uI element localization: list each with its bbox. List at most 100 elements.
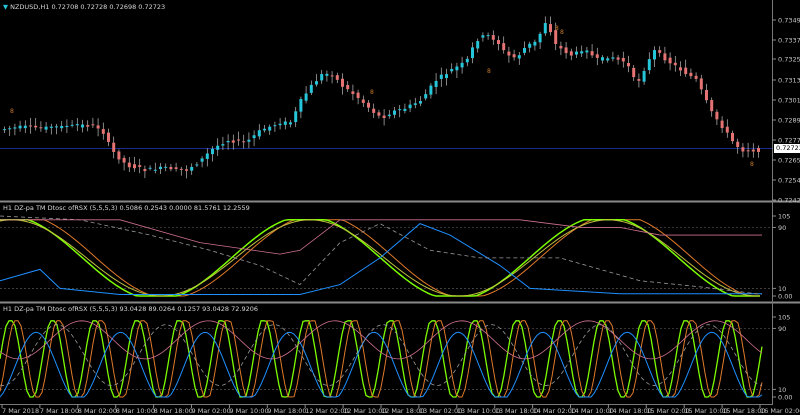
candle-body	[710, 100, 714, 112]
time-tick-label: 13 Mar 02:00	[419, 407, 462, 415]
candle-body	[185, 169, 188, 171]
time-tick-label: 12 Mar 02:00	[305, 407, 348, 415]
indicator-1-label: H1 DZ-pa TM Dtosc ofRSX (5,5,5,3) 0.5086…	[3, 204, 250, 212]
candle-body	[55, 126, 58, 128]
candle-body	[601, 57, 604, 61]
candle-body	[117, 151, 121, 160]
candle-body	[486, 35, 490, 37]
candle-body	[663, 53, 667, 61]
candle-body	[70, 124, 74, 126]
candle-body	[356, 92, 360, 99]
candle-body	[408, 104, 412, 109]
candle-body	[523, 47, 526, 53]
candle-body	[517, 55, 521, 59]
candle-body	[398, 109, 402, 111]
candle-body	[169, 167, 173, 170]
candle-body	[13, 127, 17, 129]
time-tick-label: 9 Mar 02:00	[192, 407, 231, 415]
time-tick-label: 8 Mar 02:00	[78, 407, 117, 415]
time-tick-label: 13 Mar 18:00	[495, 407, 538, 415]
time-axis: 7 Mar 2018 7 Mar 18:008 Mar 02:008 Mar 10…	[1, 404, 800, 415]
candle-body	[429, 85, 433, 95]
candle-body	[289, 122, 292, 125]
candle-body	[148, 167, 152, 169]
time-tick-label: 13 Mar 10:00	[457, 407, 500, 415]
candle-body	[367, 102, 370, 108]
candle-body	[372, 108, 376, 113]
candle-body	[294, 111, 298, 123]
oscillator-blue-line	[0, 331, 763, 398]
candle-body	[673, 62, 677, 66]
indicator-2-panel[interactable]: 105 90 100.00	[0, 314, 792, 402]
candle-body	[580, 51, 584, 54]
candle-body	[221, 144, 225, 146]
candle-body	[91, 124, 95, 126]
candle-body	[96, 125, 100, 129]
candle-body	[445, 74, 448, 79]
candle-body	[190, 166, 194, 171]
candle-body	[49, 126, 53, 128]
level-label: 10	[778, 386, 786, 394]
candle-body	[419, 101, 422, 104]
candle-body	[757, 148, 760, 152]
oscillator-pink-line	[0, 320, 763, 360]
candle-body	[325, 73, 329, 76]
candle-body	[299, 98, 303, 112]
time-tick-label: 7 Mar 18:00	[40, 407, 79, 415]
candle-body	[39, 127, 43, 129]
candle-body	[668, 57, 672, 64]
candle-body	[133, 164, 136, 169]
level-label: 105	[778, 213, 790, 221]
candle-body	[705, 90, 708, 101]
candle-body	[101, 129, 105, 134]
candle-body	[268, 126, 272, 131]
fractal-marker: 8	[10, 108, 14, 115]
candle-body	[138, 165, 142, 167]
candle-body	[257, 130, 261, 137]
candle-body	[143, 168, 147, 172]
level-label: 105	[778, 314, 790, 322]
time-tick-label: 14 Mar 18:00	[608, 407, 651, 415]
candle-body	[471, 47, 474, 59]
chart-symbol-header: ▼ NZDUSD,H1 0.72708 0.72728 0.72698 0.72…	[3, 3, 165, 11]
time-tick-label: 15 Mar 10:00	[684, 407, 727, 415]
candle-body	[538, 33, 542, 43]
candle-body	[637, 79, 641, 81]
candle-body	[736, 141, 740, 148]
candle-body	[174, 167, 178, 169]
candle-body	[403, 108, 407, 112]
current-price-label: 0.72723	[774, 144, 800, 153]
candle-body	[283, 121, 287, 125]
candle-body	[455, 66, 459, 71]
candle-body	[642, 70, 646, 82]
candle-body	[434, 80, 438, 87]
price-tick-label: 0.72655	[778, 157, 800, 165]
candle-body	[86, 125, 90, 127]
candle-body	[413, 103, 417, 105]
candle-body	[8, 128, 12, 130]
candle-body	[200, 158, 204, 162]
candle-body	[564, 47, 568, 54]
fractal-marker: 8	[555, 25, 559, 32]
candle-body	[481, 35, 485, 38]
candle-body	[751, 149, 755, 152]
fractal-marker: 8	[370, 89, 374, 96]
candle-body	[263, 128, 266, 131]
candle-body	[533, 41, 537, 46]
candle-body	[273, 125, 277, 127]
candle-body	[247, 139, 251, 142]
candle-body	[387, 114, 391, 117]
time-tick-label: 8 Mar 10:00	[116, 407, 155, 415]
time-tick-label: 14 Mar 10:00	[571, 407, 614, 415]
candle-body	[627, 62, 630, 67]
candle-body	[211, 148, 214, 155]
indicator-1-panel[interactable]: 105 90 100.00	[0, 213, 792, 301]
fractal-marker: 8	[487, 68, 491, 75]
candle-body	[159, 166, 162, 170]
candle-body	[497, 40, 500, 44]
